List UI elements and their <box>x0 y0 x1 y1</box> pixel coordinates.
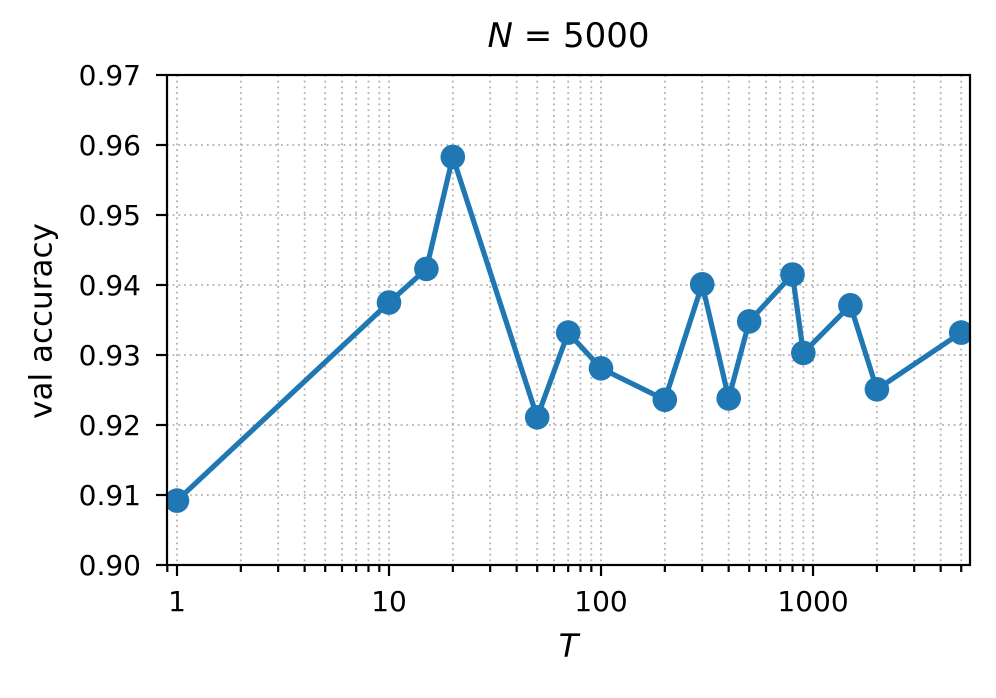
data-point-T800 <box>780 262 805 287</box>
data-line <box>175 154 963 503</box>
y-tick-label: 0.93 <box>79 339 141 372</box>
data-point-T2000 <box>864 377 890 402</box>
chart-title: N = 5000 <box>167 19 970 53</box>
x-tick-label: 1 <box>168 585 186 618</box>
title-value: = 5000 <box>512 16 650 56</box>
data-point-T300 <box>689 272 715 297</box>
data-point-T100 <box>588 356 614 381</box>
y-tick-label: 0.92 <box>79 409 141 442</box>
data-point-T15 <box>414 256 439 282</box>
y-axis-label: val accuracy <box>23 223 60 419</box>
y-tick-label: 0.90 <box>79 549 141 582</box>
data-point-T20 <box>440 144 466 170</box>
data-point-T400 <box>716 386 741 411</box>
data-point-T5000 <box>948 320 970 345</box>
data-point-T10 <box>376 290 402 315</box>
y-tick-label: 0.95 <box>79 199 141 232</box>
y-tick-label: 0.97 <box>79 59 141 92</box>
data-point-T1 <box>167 488 190 513</box>
y-tick-label: 0.94 <box>79 269 141 302</box>
data-point-T70 <box>555 320 581 345</box>
data-point-T500 <box>736 309 762 334</box>
data-point-T900 <box>791 340 816 366</box>
x-tick-label: 10 <box>371 585 407 618</box>
data-point-T1500 <box>838 293 863 318</box>
x-tick-label: 100 <box>574 585 627 618</box>
y-tick-label: 0.91 <box>79 479 141 512</box>
title-variable: N <box>487 16 513 56</box>
y-tick-label: 0.96 <box>79 129 141 162</box>
x-axis-label: T <box>558 627 579 665</box>
x-tick-label: 1000 <box>777 585 848 618</box>
data-point-T200 <box>652 387 678 413</box>
data-point-T50 <box>524 405 550 430</box>
